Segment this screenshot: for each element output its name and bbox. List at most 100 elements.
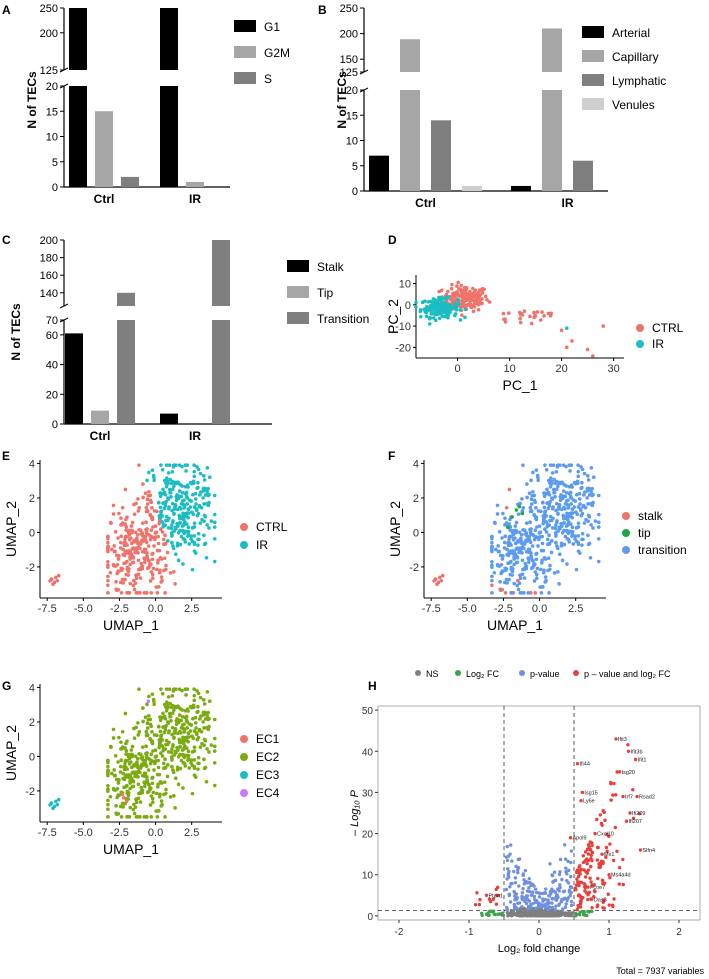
x-tick-label: -5.0 (74, 603, 93, 615)
legend-dot-ctrl (240, 523, 248, 531)
umap-point (526, 537, 531, 541)
pca-point (518, 316, 522, 321)
umap-point (493, 521, 497, 525)
umap-point (529, 566, 534, 571)
umap-point (125, 767, 129, 771)
pca-point (433, 307, 438, 312)
umap-point (165, 550, 170, 555)
umap-point (552, 571, 557, 575)
umap-point (164, 563, 168, 568)
umap-point (150, 517, 155, 522)
umap-point (119, 523, 123, 527)
volcano-point (560, 877, 564, 882)
umap-point (150, 730, 154, 734)
legend-label-arterial: Arterial (612, 26, 650, 40)
pca-point (478, 302, 483, 306)
umap-point (152, 544, 156, 548)
pca-point (463, 292, 467, 297)
volcano-point (579, 867, 583, 872)
umap-point (178, 521, 183, 525)
umap-point (106, 544, 110, 549)
umap-point (201, 474, 206, 478)
gene-label: Ly6e (583, 799, 595, 805)
umap-point (562, 521, 567, 525)
umap-point (196, 480, 200, 485)
volcano-point (602, 906, 606, 910)
umap-point (585, 489, 590, 493)
umap-point (123, 522, 127, 526)
volcano-point (529, 905, 533, 910)
umap-point (207, 750, 211, 754)
umap-point (202, 737, 207, 742)
umap-point (111, 736, 116, 740)
umap-point (139, 561, 144, 566)
pca-point (446, 313, 451, 317)
umap-point (113, 530, 118, 534)
umap-point (205, 747, 209, 751)
umap-point (135, 536, 139, 541)
umap-point (160, 802, 164, 807)
umap-point (149, 724, 153, 729)
umap-point (495, 563, 500, 568)
umap-point (183, 484, 188, 489)
legend-dot-stalk (622, 512, 630, 520)
umap-point (198, 717, 202, 721)
volcano-point (543, 890, 547, 895)
pca-point (546, 311, 551, 316)
gene-label: Ifi207 (629, 819, 642, 825)
volcano-point (558, 857, 563, 862)
umap-point (171, 518, 175, 523)
umap-point (108, 570, 113, 575)
volcano-point (631, 816, 636, 820)
gene-label: Isg15 (584, 790, 597, 796)
umap-point (202, 743, 206, 747)
umap-point (138, 542, 143, 546)
umap-point (544, 578, 548, 583)
x-axis-title: UMAP_1 (487, 617, 543, 633)
y-tick-label: 5 (352, 161, 358, 173)
umap-point (179, 501, 184, 506)
umap-point (203, 541, 208, 546)
umap-point (143, 715, 148, 720)
umap-point (192, 521, 197, 525)
umap-point (190, 716, 195, 721)
umap-point (163, 533, 167, 537)
pca-point (450, 282, 454, 287)
umap-point (540, 501, 545, 505)
umap-point (190, 791, 195, 796)
umap-point (149, 500, 153, 505)
y-tick-label: -2 (25, 562, 35, 574)
volcano-point (527, 877, 531, 881)
volcano-point (532, 884, 536, 888)
volcano-point (582, 868, 586, 872)
volcano-point (553, 907, 557, 912)
volcano-point (604, 845, 609, 850)
bar-lymphatic-ctrl (431, 120, 451, 191)
umap-point (183, 463, 188, 467)
umap-point (171, 742, 175, 747)
legend-label-s: S (264, 72, 272, 86)
umap-point (145, 502, 150, 506)
umap-point (490, 591, 494, 595)
umap-point (106, 583, 110, 588)
umap-point (106, 802, 110, 807)
umap-point (166, 497, 171, 501)
umap-point (502, 580, 507, 585)
umap-point (130, 752, 135, 757)
umap-point (133, 581, 138, 586)
umap-point (176, 718, 180, 722)
volcano-point (542, 913, 547, 918)
volcano-point (510, 881, 514, 886)
umap-point (147, 489, 151, 494)
umap-point (207, 699, 212, 704)
volcano-point (617, 770, 622, 774)
umap-point (182, 522, 186, 526)
legend-swatch-venules (582, 98, 604, 110)
umap-point (135, 533, 140, 537)
pca-point (507, 311, 511, 315)
umap-point (187, 766, 192, 770)
gene-label: Ms4a4d (611, 873, 631, 879)
umap-point (151, 749, 155, 753)
umap-point (589, 465, 594, 470)
volcano-point (513, 876, 518, 880)
